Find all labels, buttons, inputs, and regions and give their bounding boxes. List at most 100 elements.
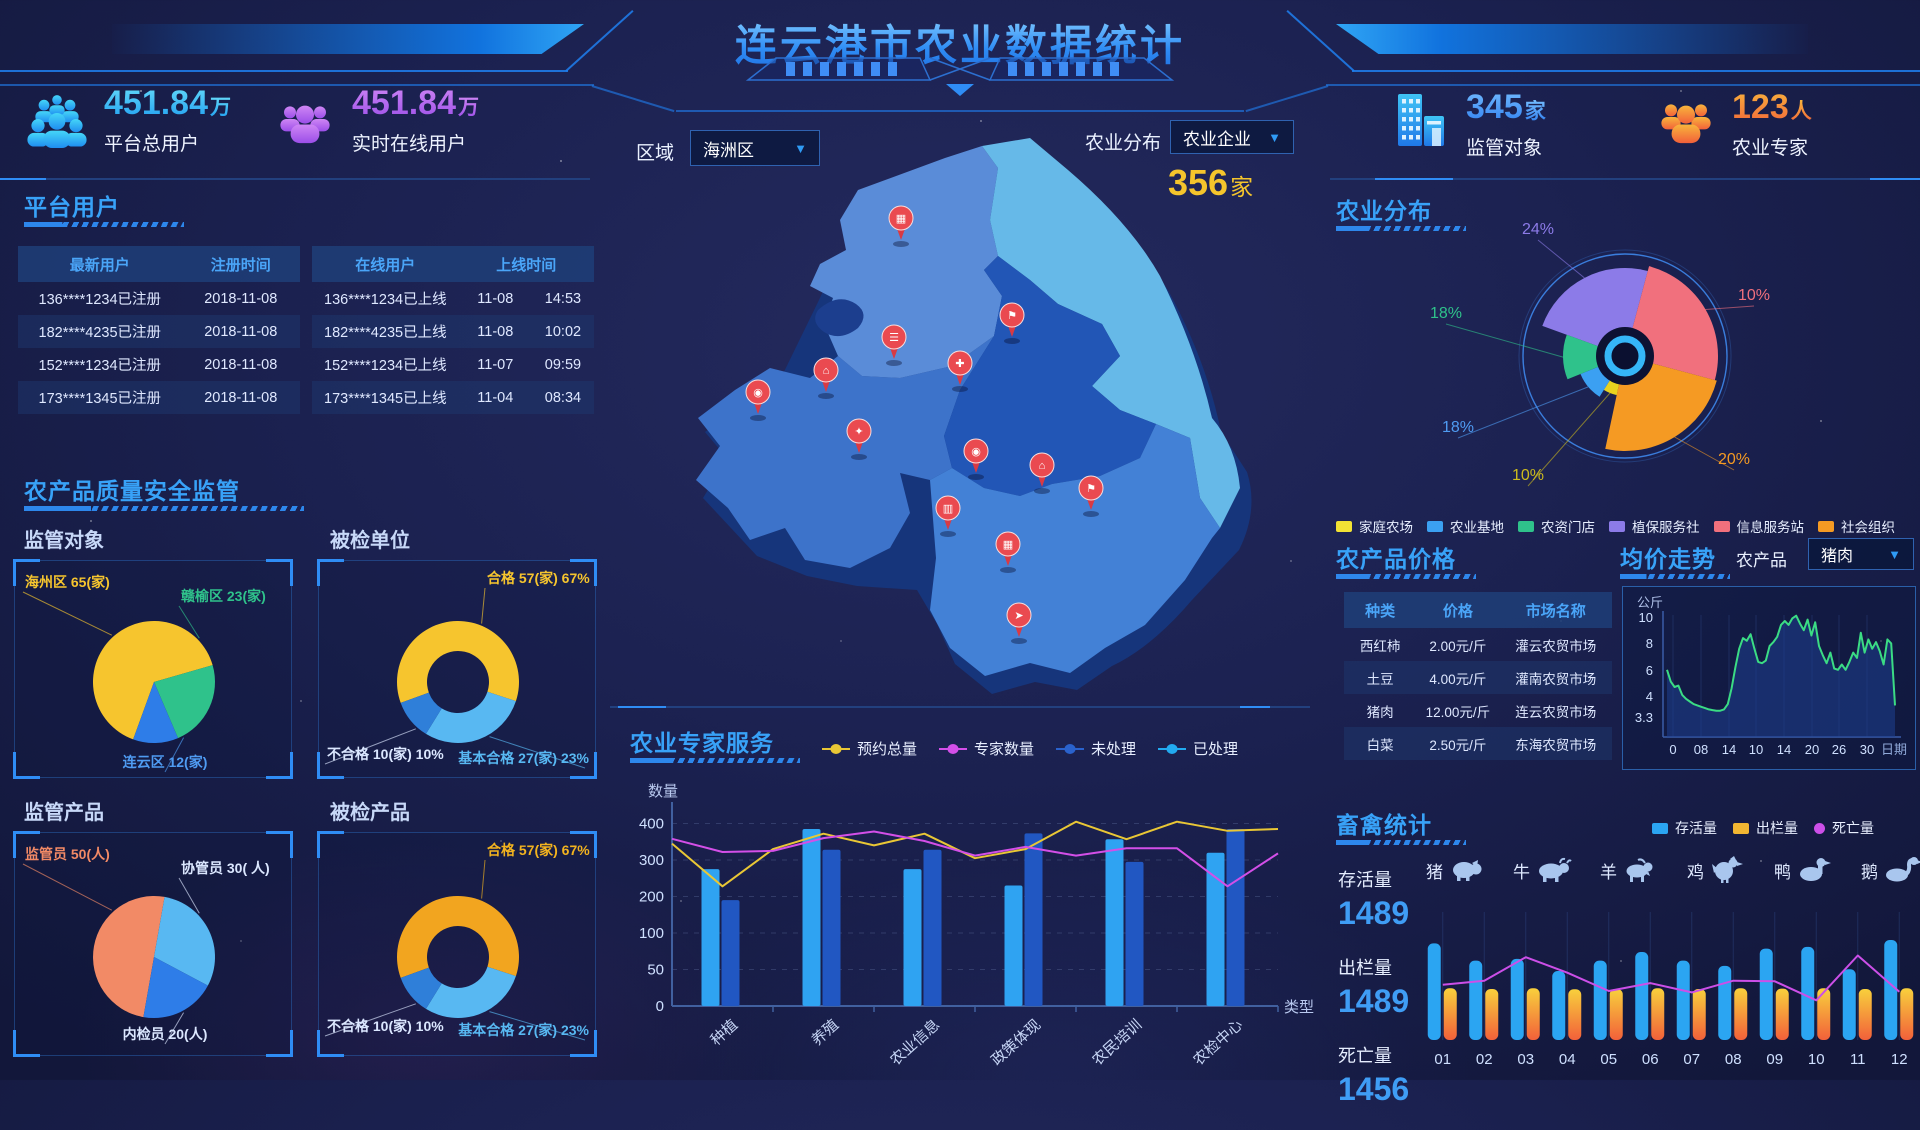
legend-swatch xyxy=(1427,520,1443,532)
legend-item[interactable]: 已处理 xyxy=(1158,738,1238,759)
legend-item[interactable]: 未处理 xyxy=(1056,738,1136,759)
legend-item[interactable]: 农业基地 xyxy=(1427,516,1504,536)
legend-item[interactable]: 预约总量 xyxy=(822,738,917,759)
checked-unit-donut: 合格 57(家) 67% 基本合格 27(家) 23% 不合格 10(家) 10% xyxy=(324,570,590,769)
online-table: 在线用户 上线时间 136****1234已上线 11-08 14:53 182****4… xyxy=(312,246,594,414)
table-cell: 白菜 xyxy=(1366,737,1394,753)
svg-text:14: 14 xyxy=(1722,742,1736,757)
column-header: 在线用户 xyxy=(355,256,416,274)
dist-select[interactable]: 农业企业 ▼ xyxy=(1170,120,1294,154)
chart-panel: 监管员 50(人) 协管员 30( 人) 内检员 20(人) xyxy=(13,831,293,1057)
svg-text:08: 08 xyxy=(1725,1051,1742,1068)
svg-text:10%: 10% xyxy=(1512,467,1544,484)
supervise-object-stat: 345家 监管对象 xyxy=(1392,90,1546,160)
legend-item[interactable]: 死亡量 xyxy=(1814,818,1874,838)
legend-item[interactable]: 存活量 xyxy=(1652,818,1717,838)
table-cell: 11-04 xyxy=(477,389,514,406)
svg-text:08: 08 xyxy=(1694,742,1708,757)
map-pin-icon[interactable]: ▦ xyxy=(888,205,914,247)
legend-item[interactable]: 农资门店 xyxy=(1518,516,1595,536)
svg-text:⚑: ⚑ xyxy=(1007,310,1017,322)
stat-label: 平台总用户 xyxy=(104,134,200,155)
legend-label: 专家数量 xyxy=(974,741,1035,758)
svg-text:09: 09 xyxy=(1766,1051,1783,1068)
svg-text:01: 01 xyxy=(1434,1051,1451,1068)
legend-label: 未处理 xyxy=(1091,741,1137,758)
animal-item[interactable]: 牛 xyxy=(1513,856,1574,884)
table-cell: 4.00元/斤 xyxy=(1429,671,1487,687)
svg-text:10: 10 xyxy=(1808,1051,1825,1068)
animal-item[interactable]: 鸭 xyxy=(1774,856,1835,884)
table-row: 152****1234已上线 11-07 09:59 xyxy=(312,348,594,381)
map-pin-icon[interactable]: ✦ xyxy=(846,418,872,460)
section-title-livestock: 畜禽统计 xyxy=(1336,812,1432,838)
stat-value: 1489 xyxy=(1338,895,1410,931)
svg-text:07: 07 xyxy=(1683,1051,1700,1068)
animal-icon xyxy=(1712,856,1743,883)
chart-panel: 海州区 65(家) 赣榆区 23(家) 连云区 12(家) xyxy=(13,559,293,779)
table-row: 猪肉 12.00元/斤 连云农贸市场 xyxy=(1344,694,1612,727)
table-cell: 2018-11-08 xyxy=(204,323,278,340)
legend-label: 存活量 xyxy=(1675,820,1717,836)
map-bottom-divider xyxy=(610,706,1310,708)
distribution-rose-chart: 24% 10% 20% 10% 18% 18% xyxy=(1430,221,1770,487)
stat-value: 1489 xyxy=(1338,983,1410,1019)
map-pin-icon[interactable]: ▥ xyxy=(935,495,961,537)
svg-text:0: 0 xyxy=(656,998,664,1015)
svg-text:8: 8 xyxy=(1646,636,1653,651)
table-header: 在线用户 上线时间 xyxy=(312,246,594,282)
legend-item[interactable]: 家庭农场 xyxy=(1336,516,1413,536)
legend-item[interactable]: 出栏量 xyxy=(1733,818,1798,838)
map-pin-icon[interactable]: ➤ xyxy=(1006,602,1032,644)
map-pin-icon[interactable]: ◉ xyxy=(963,438,989,480)
svg-text:▥: ▥ xyxy=(943,503,953,515)
map-pin-icon[interactable]: ⌂ xyxy=(813,357,839,399)
legend-item[interactable]: 专家数量 xyxy=(939,738,1034,759)
map-pin-icon[interactable]: ⚑ xyxy=(999,302,1025,344)
table-cell: 2.50元/斤 xyxy=(1429,737,1487,753)
svg-text:种植: 种植 xyxy=(707,1016,741,1049)
trend-select[interactable]: 猪肉 ▼ xyxy=(1808,538,1914,570)
region-select[interactable]: 海洲区 ▼ xyxy=(690,130,820,166)
map-pin-icon[interactable]: ▦ xyxy=(995,531,1021,573)
legend-label: 家庭农场 xyxy=(1359,520,1413,535)
svg-text:26: 26 xyxy=(1832,742,1846,757)
svg-text:20: 20 xyxy=(1805,742,1819,757)
table-cell: 连云农贸市场 xyxy=(1515,704,1597,720)
svg-text:基本合格 27(家) 23%: 基本合格 27(家) 23% xyxy=(458,750,589,766)
table-cell: 08:34 xyxy=(544,389,582,406)
animal-item[interactable]: 羊 xyxy=(1600,856,1661,884)
legend-item[interactable]: 社会组织 xyxy=(1818,516,1895,536)
animal-label: 牛 xyxy=(1513,862,1530,882)
legend-label: 信息服务站 xyxy=(1736,520,1805,535)
svg-text:◉: ◉ xyxy=(971,446,981,458)
table-row: 土豆 4.00元/斤 灌南农贸市场 xyxy=(1344,661,1612,694)
animal-item[interactable]: 猪 xyxy=(1426,856,1487,884)
svg-text:24%: 24% xyxy=(1522,221,1554,238)
map-pin-icon[interactable]: ⚑ xyxy=(1078,475,1104,517)
map-pin-icon[interactable]: ☰ xyxy=(881,324,907,366)
column-header: 上线时间 xyxy=(496,256,557,274)
trend-select-value: 猪肉 xyxy=(1821,548,1854,565)
animal-item[interactable]: 鸡 xyxy=(1687,856,1748,884)
total-users-stat: 451.84万 平台总用户 xyxy=(24,86,231,156)
right-panel: 345家 监管对象 123人 农业专家 农业分布 24% 10% 20% 10% 18%… xyxy=(1330,70,1920,1107)
svg-text:海州区 65(家): 海州区 65(家) xyxy=(25,574,110,590)
legend-item[interactable]: 植保服务社 xyxy=(1609,516,1700,536)
animal-item[interactable]: 鹅 xyxy=(1861,856,1920,884)
legend-swatch xyxy=(1652,822,1668,834)
animal-label: 鸭 xyxy=(1774,862,1791,882)
map-pin-icon[interactable]: ✚ xyxy=(947,350,973,392)
stat-value: 451.84 xyxy=(352,84,456,122)
chevron-down-icon: ▼ xyxy=(1268,129,1281,145)
map-pin-icon[interactable]: ◉ xyxy=(745,379,771,421)
table-header: 最新用户 注册时间 xyxy=(18,246,300,282)
table-cell: 西红柿 xyxy=(1359,638,1401,654)
map-pin-icon[interactable]: ⌂ xyxy=(1029,452,1055,494)
header-line xyxy=(1245,85,1329,112)
animal-icon xyxy=(1539,857,1572,882)
legend-item[interactable]: 信息服务站 xyxy=(1713,516,1805,536)
region-map[interactable]: ▦ ⚑ ☰ ✚ ⌂ ◉ ✦ ◉ ⌂ ⚑ ▥ ▦ ➤ xyxy=(600,128,1320,708)
stat-value: 345 xyxy=(1466,88,1523,126)
livestock-chart: 01 02 03 04 05 06 07 08 09 10 11 12 xyxy=(1427,912,1914,1068)
